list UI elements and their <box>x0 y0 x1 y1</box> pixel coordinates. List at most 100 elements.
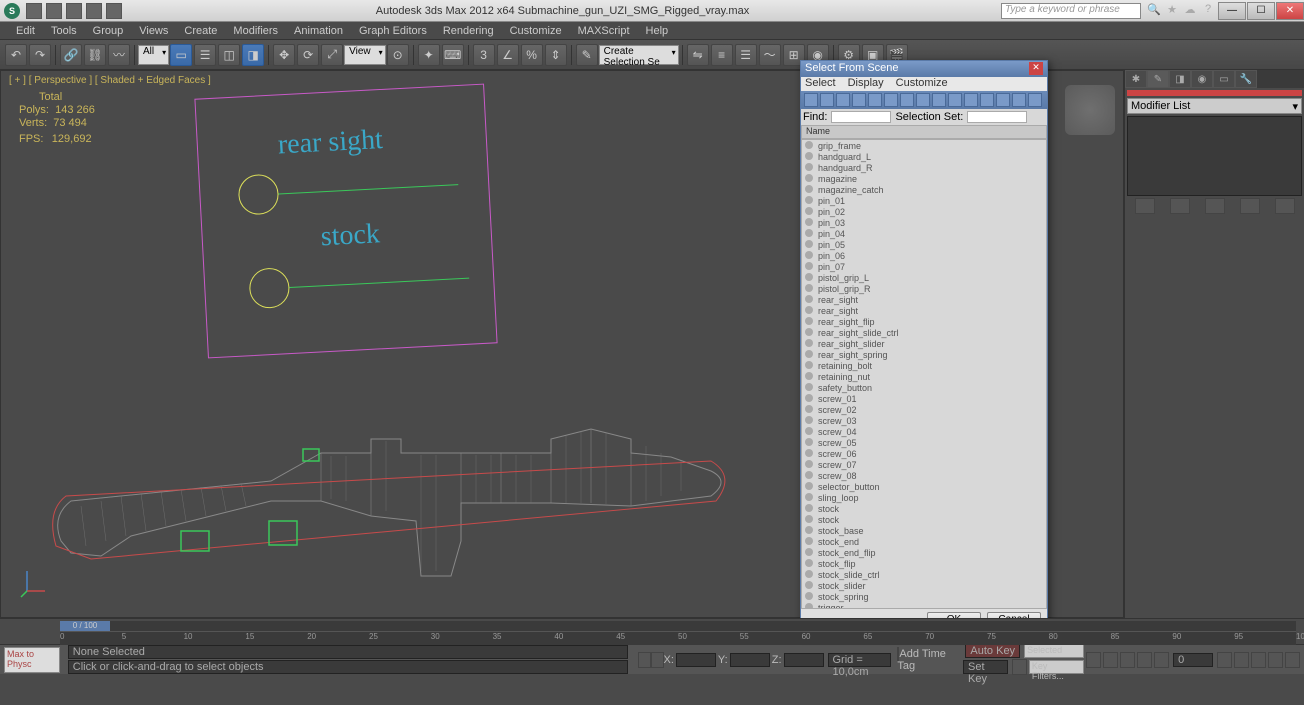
menu-grapheditors[interactable]: Graph Editors <box>351 25 435 37</box>
dlg-filter-hidden-icon[interactable] <box>980 93 994 107</box>
menu-help[interactable]: Help <box>638 25 677 37</box>
configure-sets-button[interactable] <box>1275 198 1295 214</box>
minimize-button[interactable]: — <box>1218 2 1246 20</box>
list-item[interactable]: stock <box>802 514 1046 525</box>
align-button[interactable]: ≡ <box>711 44 733 66</box>
list-item[interactable]: screw_08 <box>802 470 1046 481</box>
list-item[interactable]: screw_03 <box>802 415 1046 426</box>
list-item[interactable]: pin_01 <box>802 195 1046 206</box>
list-item[interactable]: grip_frame <box>802 140 1046 151</box>
help-search-input[interactable]: Type a keyword or phrase <box>1001 3 1141 19</box>
list-item[interactable]: pin_05 <box>802 239 1046 250</box>
y-coord-input[interactable] <box>730 653 770 667</box>
list-item[interactable]: rear_sight_flip <box>802 316 1046 327</box>
create-tab[interactable]: ✱ <box>1125 70 1147 88</box>
lock-selection-icon[interactable] <box>638 652 651 668</box>
dlg-all-button[interactable] <box>996 93 1010 107</box>
nav-maxmin-button[interactable] <box>1285 652 1300 668</box>
list-item[interactable]: safety_button <box>802 382 1046 393</box>
time-ruler[interactable]: 0510152025303540455055606570758085909510… <box>60 631 1296 645</box>
menu-create[interactable]: Create <box>176 25 225 37</box>
list-item[interactable]: stock_end <box>802 536 1046 547</box>
named-selset-dropdown[interactable]: Create Selection Se <box>599 45 679 65</box>
mirror-button[interactable]: ⇋ <box>687 44 709 66</box>
list-item[interactable]: screw_06 <box>802 448 1046 459</box>
menu-modifiers[interactable]: Modifiers <box>225 25 286 37</box>
keymode-button[interactable]: ⌨ <box>442 44 464 66</box>
list-item[interactable]: stock_flip <box>802 558 1046 569</box>
rotate-button[interactable]: ⟳ <box>297 44 319 66</box>
list-item[interactable]: retaining_bolt <box>802 360 1046 371</box>
dlg-filter-group-icon[interactable] <box>900 93 914 107</box>
play-button[interactable] <box>1120 652 1135 668</box>
nav-pan-button[interactable] <box>1234 652 1249 668</box>
goto-start-button[interactable] <box>1086 652 1101 668</box>
unique-button[interactable] <box>1205 198 1225 214</box>
dlg-invert-button[interactable] <box>1028 93 1042 107</box>
qat-undo-icon[interactable] <box>86 3 102 19</box>
display-tab[interactable]: ▭ <box>1213 70 1235 88</box>
name-column-header[interactable]: Name <box>801 125 1047 139</box>
list-item[interactable]: pistol_grip_L <box>802 272 1046 283</box>
dlg-filter-bone-icon[interactable] <box>932 93 946 107</box>
dlg-filter-warp-icon[interactable] <box>884 93 898 107</box>
list-item[interactable]: handguard_L <box>802 151 1046 162</box>
utilities-tab[interactable]: 🔧 <box>1235 70 1257 88</box>
bind-spacewarp-button[interactable]: 〰 <box>108 44 130 66</box>
percent-snap-button[interactable]: % <box>521 44 543 66</box>
manipulate-button[interactable]: ✦ <box>418 44 440 66</box>
time-config-button[interactable] <box>1217 652 1232 668</box>
remove-mod-button[interactable] <box>1240 198 1260 214</box>
absolute-mode-icon[interactable] <box>651 652 664 668</box>
pin-stack-button[interactable] <box>1135 198 1155 214</box>
modifier-list-dropdown[interactable]: Modifier List▾ <box>1127 98 1302 114</box>
qat-save-icon[interactable] <box>66 3 82 19</box>
dialog-menu-customize[interactable]: Customize <box>896 77 948 91</box>
motion-tab[interactable]: ◉ <box>1191 70 1213 88</box>
addtime-label[interactable]: Add Time Tag <box>897 648 945 672</box>
list-item[interactable]: rear_sight_slider <box>802 338 1046 349</box>
keyfilter-selected-dropdown[interactable]: Selected <box>1024 644 1084 658</box>
time-slider-handle[interactable]: 0 / 100 <box>60 621 110 631</box>
list-item[interactable]: stock_slider <box>802 580 1046 591</box>
list-item[interactable]: pin_06 <box>802 250 1046 261</box>
window-crossing-button[interactable]: ◨ <box>242 44 264 66</box>
undo-button[interactable]: ↶ <box>5 44 27 66</box>
list-item[interactable]: sling_loop <box>802 492 1046 503</box>
find-input[interactable] <box>831 111 891 123</box>
dlg-none-button[interactable] <box>1012 93 1026 107</box>
dlg-filter-container-icon[interactable] <box>948 93 962 107</box>
maximize-button[interactable]: ☐ <box>1247 2 1275 20</box>
menu-rendering[interactable]: Rendering <box>435 25 502 37</box>
list-item[interactable]: stock_slide_ctrl <box>802 569 1046 580</box>
list-item[interactable]: magazine_catch <box>802 184 1046 195</box>
nav-orbit-button[interactable] <box>1268 652 1283 668</box>
move-button[interactable]: ✥ <box>273 44 295 66</box>
menu-edit[interactable]: Edit <box>8 25 43 37</box>
modifier-stack[interactable] <box>1127 116 1302 196</box>
redo-button[interactable]: ↷ <box>29 44 51 66</box>
timeline[interactable]: 0 / 100 05101520253035404550556065707580… <box>0 618 1304 644</box>
select-object-button[interactable]: ▭ <box>170 44 192 66</box>
list-item[interactable]: pistol_grip_R <box>802 283 1046 294</box>
refcoord-dropdown[interactable]: View <box>344 45 386 65</box>
list-item[interactable]: handguard_R <box>802 162 1046 173</box>
scene-object-list[interactable]: grip_framehandguard_Lhandguard_Rmagazine… <box>801 139 1047 609</box>
curve-editor-button[interactable]: 〜 <box>759 44 781 66</box>
show-result-button[interactable] <box>1170 198 1190 214</box>
object-color-swatch[interactable] <box>1127 90 1302 96</box>
qat-open-icon[interactable] <box>46 3 62 19</box>
menu-views[interactable]: Views <box>131 25 176 37</box>
list-item[interactable]: magazine <box>802 173 1046 184</box>
list-item[interactable]: rear_sight <box>802 294 1046 305</box>
dialog-menu-select[interactable]: Select <box>805 77 836 91</box>
menu-animation[interactable]: Animation <box>286 25 351 37</box>
keyfilters-button[interactable]: Key Filters... <box>1029 660 1084 674</box>
list-item[interactable]: pin_02 <box>802 206 1046 217</box>
list-item[interactable]: screw_05 <box>802 437 1046 448</box>
named-selset-edit-button[interactable]: ✎ <box>576 44 598 66</box>
dlg-filter-frozen-icon[interactable] <box>964 93 978 107</box>
setkey-icon[interactable] <box>1012 659 1027 675</box>
help-icon[interactable]: ? <box>1200 3 1216 19</box>
maxscript-mini-listener[interactable]: Max to Physc <box>4 647 60 673</box>
